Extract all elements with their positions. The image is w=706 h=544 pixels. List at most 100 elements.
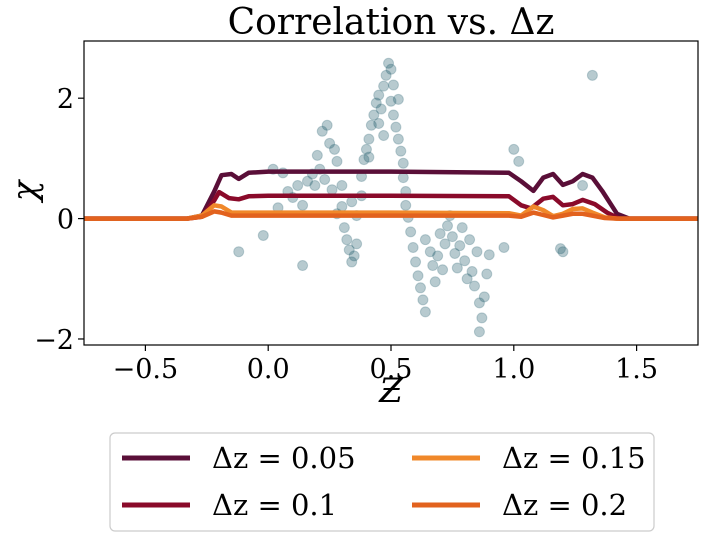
scatter-point	[297, 260, 309, 272]
scatter-point	[405, 226, 417, 238]
scatter-point	[434, 228, 446, 240]
scatter-point	[331, 155, 343, 167]
scatter-point	[456, 222, 468, 234]
scatter-point	[498, 241, 510, 253]
scatter-point	[513, 155, 525, 167]
scatter-point	[417, 294, 429, 306]
legend-label-2: Δz = 0.1	[212, 488, 337, 522]
scatter-point	[383, 57, 395, 69]
scatter-point	[424, 246, 436, 258]
scatter-point	[324, 137, 336, 149]
scatter-point	[336, 179, 348, 191]
scatter-point	[321, 119, 333, 131]
scatter-point	[375, 103, 387, 115]
legend-label-4: Δz = 0.2	[502, 488, 627, 522]
scatter-point	[385, 63, 397, 75]
scatter-point	[473, 326, 485, 338]
scatter-point	[365, 119, 377, 131]
scatter-point	[469, 280, 481, 292]
scatter-point	[419, 234, 431, 246]
scatter-point	[346, 196, 358, 208]
scatter-point	[368, 109, 380, 121]
scatter-point	[459, 255, 471, 267]
scatter-point	[557, 246, 569, 258]
y-tick-label: 2	[57, 84, 74, 115]
scatter-point	[341, 234, 353, 246]
scatter-point	[373, 89, 385, 101]
scatter-point	[338, 222, 350, 234]
series-line-2	[84, 189, 698, 221]
scatter-point	[586, 69, 598, 81]
scatter-point	[311, 149, 323, 161]
scatter-point	[508, 143, 520, 155]
scatter-point	[454, 240, 466, 252]
scatter-point	[397, 172, 409, 184]
y-tick-label: 0	[57, 205, 74, 236]
scatter-point	[466, 266, 478, 278]
x-tick-label: 0.5	[370, 354, 413, 385]
y-tick-label: −2	[34, 325, 74, 356]
scatter-point	[348, 250, 360, 262]
scatter-point	[301, 175, 313, 187]
scatter-point	[319, 173, 331, 185]
scatter-point	[233, 246, 245, 258]
scatter-point	[414, 282, 426, 294]
scatter-point	[464, 234, 476, 246]
chart-title: Correlation vs. Δz	[228, 2, 555, 43]
scatter-point	[373, 117, 385, 129]
scatter-point	[385, 95, 397, 107]
legend-label-3: Δz = 0.15	[502, 441, 646, 475]
x-tick-label: 1.5	[615, 354, 658, 385]
scatter-point	[351, 238, 363, 250]
scatter-point	[360, 143, 372, 155]
scatter-point	[363, 133, 375, 145]
series-line-4	[84, 209, 698, 221]
scatter-point	[410, 256, 422, 268]
scatter-point	[446, 231, 458, 243]
scatter-point	[392, 133, 404, 145]
scatter-point	[292, 179, 304, 191]
scatter-point	[309, 179, 321, 191]
scatter-point	[451, 262, 463, 274]
scatter-point	[412, 270, 424, 282]
legend-label-1: Δz = 0.05	[212, 441, 356, 475]
x-tick-label: 1.0	[492, 354, 535, 385]
scatter-point	[419, 306, 431, 318]
scatter-point	[346, 256, 358, 268]
scatter-point	[437, 264, 449, 276]
x-tick-label: 0.0	[247, 354, 290, 385]
scatter-point	[358, 154, 370, 166]
scatter-point	[400, 199, 412, 211]
scatter-point	[297, 199, 309, 211]
scatter-point	[363, 151, 375, 163]
y-axis-label: χ	[5, 178, 45, 203]
scatter-point	[397, 157, 409, 169]
scatter-point	[461, 273, 473, 285]
scatter-point	[378, 80, 390, 92]
series-line-1	[84, 169, 698, 221]
scatter-point	[392, 93, 404, 105]
scatter-point	[378, 130, 390, 142]
scatter-point	[429, 276, 441, 288]
scatter-point	[407, 241, 419, 253]
scatter-point	[387, 109, 399, 121]
scatter-point	[316, 125, 328, 137]
scatter-point	[395, 145, 407, 157]
scatter-point	[476, 312, 488, 324]
scatter-point	[427, 260, 439, 272]
scatter-point	[481, 268, 493, 280]
scatter-point	[441, 220, 453, 232]
x-tick-label: −0.5	[113, 354, 179, 385]
scatter-point	[478, 291, 490, 303]
scatter-point	[387, 79, 399, 91]
scatter-point	[473, 297, 485, 309]
scatter-point	[577, 179, 589, 191]
scatter-point	[329, 143, 341, 155]
scatter-point	[554, 243, 566, 255]
scatter-point	[471, 246, 483, 258]
scatter-point	[326, 184, 338, 196]
scatter-point	[380, 69, 392, 81]
legend: Δz = 0.05 Δz = 0.1 Δz = 0.15 Δz = 0.2	[109, 432, 655, 532]
scatter-point	[257, 229, 269, 241]
